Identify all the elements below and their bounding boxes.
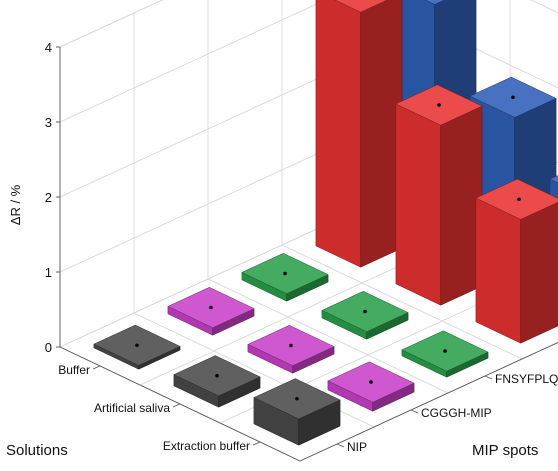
y-category-label: FNSYFPLQ-MIP <box>495 372 558 386</box>
y-tick-mark <box>410 409 419 414</box>
bar-face-front <box>395 103 441 306</box>
bar <box>247 325 335 374</box>
x-axis-title: Solutions <box>6 442 68 459</box>
error-marker <box>363 309 367 314</box>
bar <box>315 0 403 268</box>
error-marker <box>209 305 213 310</box>
bar-face-top <box>475 178 558 220</box>
z-gridline <box>59 0 558 123</box>
y-axis-title: MIP spots <box>472 442 538 459</box>
x-category-label: Buffer <box>58 363 90 377</box>
bars-layer <box>93 0 558 446</box>
error-marker <box>135 343 139 348</box>
bar <box>475 178 558 344</box>
bar <box>253 378 341 446</box>
bar-face-top <box>549 175 558 184</box>
bar <box>395 84 483 306</box>
error-marker <box>369 380 373 384</box>
bar <box>327 361 415 412</box>
z-gridline <box>59 0 164 48</box>
z-tick-label: 3 <box>45 115 52 130</box>
x-tick-mark <box>92 365 101 370</box>
bar <box>241 253 329 302</box>
floor-gridline <box>281 244 523 360</box>
error-marker <box>511 95 515 100</box>
bar <box>321 291 409 340</box>
z-axis-label: ΔR / % <box>8 184 23 225</box>
z-tick-label: 4 <box>45 40 52 55</box>
x-tick-mark <box>172 403 181 408</box>
error-marker <box>289 343 293 348</box>
bar-face-side <box>360 0 403 268</box>
bar-face-side <box>520 202 558 344</box>
y-category-label: CGGGH-MIP <box>421 406 492 420</box>
z-tick-label: 1 <box>45 265 52 280</box>
bar-face-top <box>334 0 388 13</box>
bar <box>167 287 255 336</box>
error-marker <box>295 396 299 401</box>
y-category-label: NIP <box>347 440 367 454</box>
z-tick-label: 2 <box>45 190 52 205</box>
x-tick-mark <box>252 441 261 446</box>
floor-gridline <box>207 278 449 394</box>
bar-face-front <box>315 0 361 268</box>
x-category-label: Extraction buffer <box>163 439 250 453</box>
labels-layer: ΔR / % Solutions MIP spots 0 1 2 3 4 Buffer Ar… <box>6 40 558 459</box>
bar <box>173 355 261 408</box>
error-marker <box>283 271 287 276</box>
error-marker <box>215 373 219 378</box>
y-tick-mark <box>336 443 345 448</box>
error-marker <box>517 197 521 202</box>
x-category-label: Artificial saliva <box>94 401 170 415</box>
error-marker <box>437 103 441 107</box>
y-tick-mark <box>484 375 493 380</box>
error-marker <box>443 349 447 353</box>
bar <box>401 330 489 378</box>
bar <box>93 324 181 370</box>
z-tick-label: 0 <box>45 340 52 355</box>
bar-face-front <box>475 197 521 344</box>
bar-face-top <box>424 0 445 5</box>
